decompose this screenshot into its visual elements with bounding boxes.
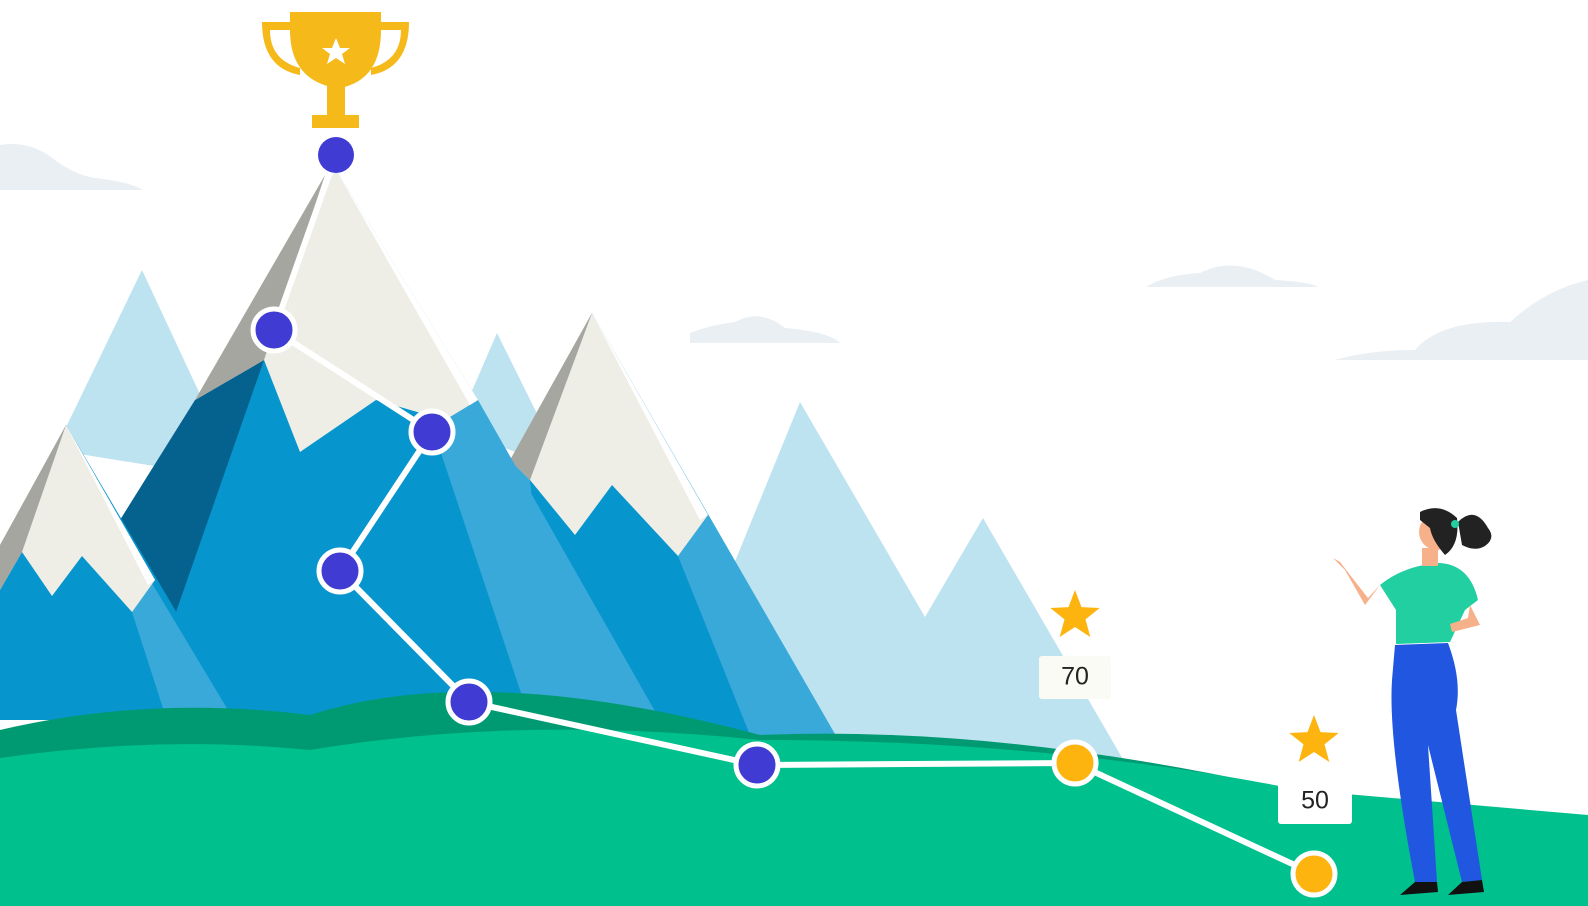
illustration: 70 50 — [0, 0, 1588, 906]
page: {"badges": [{"label": 70}, {"label": 50}… — [0, 0, 1588, 906]
badge-label: 50 — [1301, 787, 1329, 815]
badge-label: 70 — [1061, 663, 1089, 691]
trophy — [262, 12, 409, 128]
badge: 50 — [1278, 715, 1352, 824]
